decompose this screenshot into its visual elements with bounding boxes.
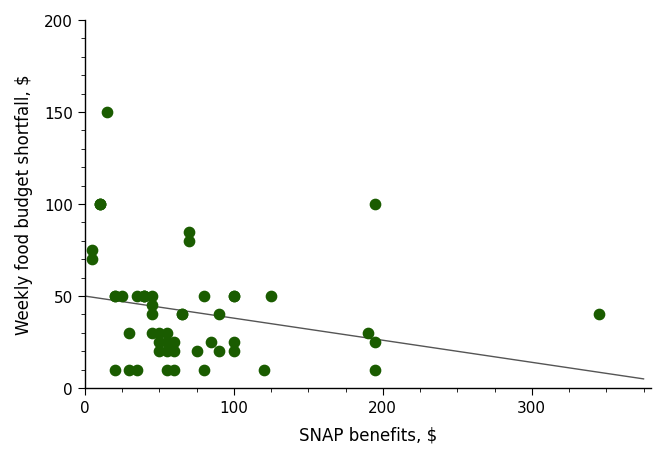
Point [147,302,157,309]
Point [147,311,157,319]
Point [169,366,180,374]
Point [228,339,239,346]
Point [95,201,105,208]
Point [176,311,187,319]
Point [258,366,269,374]
Point [117,293,127,300]
Point [228,293,239,300]
Point [139,293,150,300]
Point [154,339,165,346]
Point [370,201,381,208]
Point [169,339,180,346]
Point [87,247,98,254]
Point [124,366,135,374]
Point [139,293,150,300]
Point [147,293,157,300]
Point [132,293,143,300]
Point [124,330,135,337]
Point [214,311,224,319]
Point [184,238,194,245]
Point [214,348,224,355]
Point [95,201,105,208]
Point [147,330,157,337]
Y-axis label: Weekly food budget shortfall, $: Weekly food budget shortfall, $ [15,74,33,335]
Point [198,293,209,300]
Point [370,339,381,346]
Point [102,109,113,117]
Point [198,366,209,374]
Point [266,293,276,300]
Point [161,348,172,355]
Point [228,293,239,300]
Point [362,330,373,337]
Point [109,366,120,374]
Point [184,229,194,236]
Point [95,201,105,208]
Point [161,330,172,337]
Point [87,256,98,263]
Point [154,348,165,355]
Point [139,293,150,300]
Point [161,339,172,346]
Point [109,293,120,300]
Point [191,348,202,355]
Point [228,348,239,355]
Point [169,348,180,355]
Point [593,311,604,319]
Point [154,330,165,337]
Point [132,366,143,374]
Point [161,366,172,374]
Point [206,339,216,346]
Point [109,293,120,300]
Point [176,311,187,319]
Point [370,366,381,374]
X-axis label: SNAP benefits, $: SNAP benefits, $ [299,426,437,444]
